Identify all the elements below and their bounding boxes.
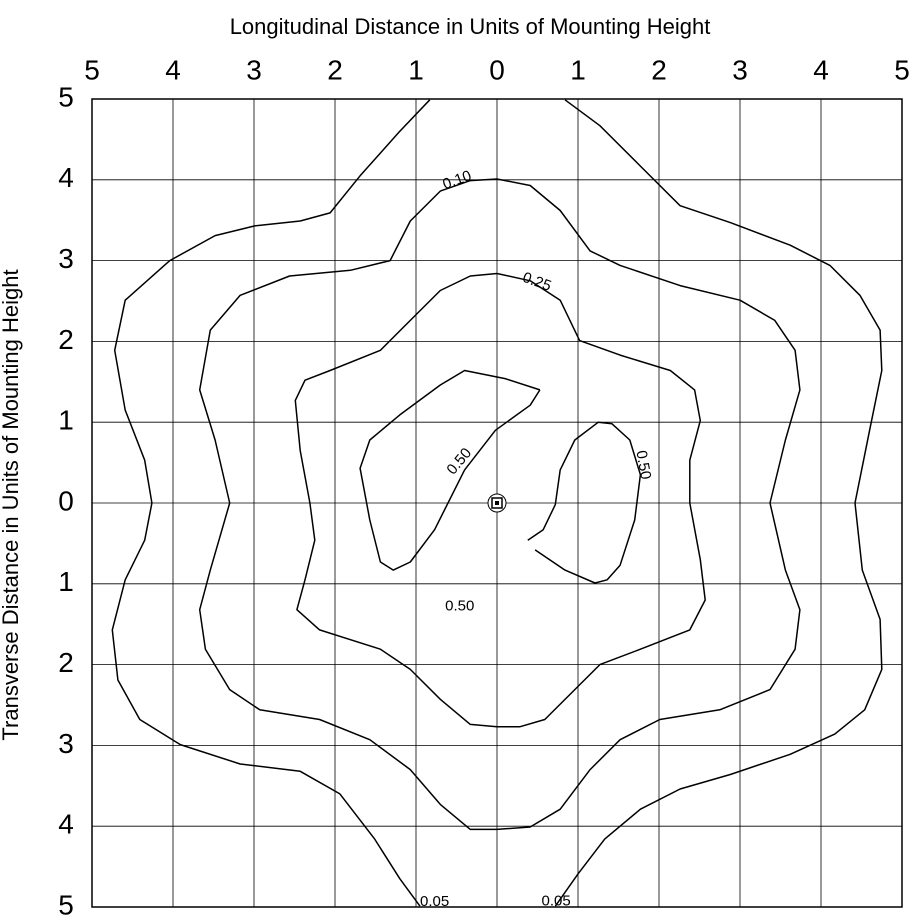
y-axis-title: Transverse Distance in Units of Mounting… bbox=[0, 269, 23, 740]
y-tick-label: 2 bbox=[58, 647, 74, 678]
chart-title: Longitudinal Distance in Units of Mounti… bbox=[230, 14, 711, 39]
contour-label: 0.05 bbox=[420, 893, 449, 910]
y-tick-label: 2 bbox=[58, 324, 74, 355]
x-tick-label: 2 bbox=[327, 54, 343, 85]
x-tick-label: 1 bbox=[570, 54, 586, 85]
luminaire-dot bbox=[495, 501, 499, 505]
contour-label: 0.25 bbox=[520, 269, 553, 295]
contours bbox=[111, 99, 883, 907]
x-tick-label: 3 bbox=[246, 54, 262, 85]
y-tick-label: 5 bbox=[58, 889, 74, 920]
annotations: 0.100.250.50 0.500.500.05 0.05 bbox=[420, 167, 654, 910]
y-tick-label: 1 bbox=[58, 405, 74, 436]
y-tick-label: 4 bbox=[58, 162, 74, 193]
y-tick-label: 1 bbox=[58, 566, 74, 597]
x-tick-label: 4 bbox=[813, 54, 829, 85]
x-tick-label: 3 bbox=[732, 54, 748, 85]
contour-line bbox=[294, 272, 706, 728]
contour-label: 0.05 bbox=[542, 892, 571, 909]
x-tick-label: 0 bbox=[489, 54, 505, 85]
y-tick-label: 4 bbox=[58, 809, 74, 840]
x-tick-label: 1 bbox=[408, 54, 424, 85]
y-tick-label: 3 bbox=[58, 243, 74, 274]
x-tick-label: 5 bbox=[84, 54, 100, 85]
x-tick-label: 2 bbox=[651, 54, 667, 85]
x-tick-label: 5 bbox=[894, 54, 910, 85]
grid bbox=[91, 98, 903, 908]
y-tick-label: 3 bbox=[58, 728, 74, 759]
contour-line bbox=[111, 99, 883, 907]
contour-line bbox=[359, 369, 642, 584]
x-tick-label: 4 bbox=[165, 54, 181, 85]
contour-label: 0.10 bbox=[441, 167, 474, 193]
contour-label: 0.50 bbox=[632, 449, 654, 481]
y-tick-label: 0 bbox=[58, 485, 74, 516]
y-tick-label: 5 bbox=[58, 81, 74, 112]
contour-line bbox=[198, 178, 801, 831]
contour-label: 0.50 bbox=[445, 597, 474, 614]
